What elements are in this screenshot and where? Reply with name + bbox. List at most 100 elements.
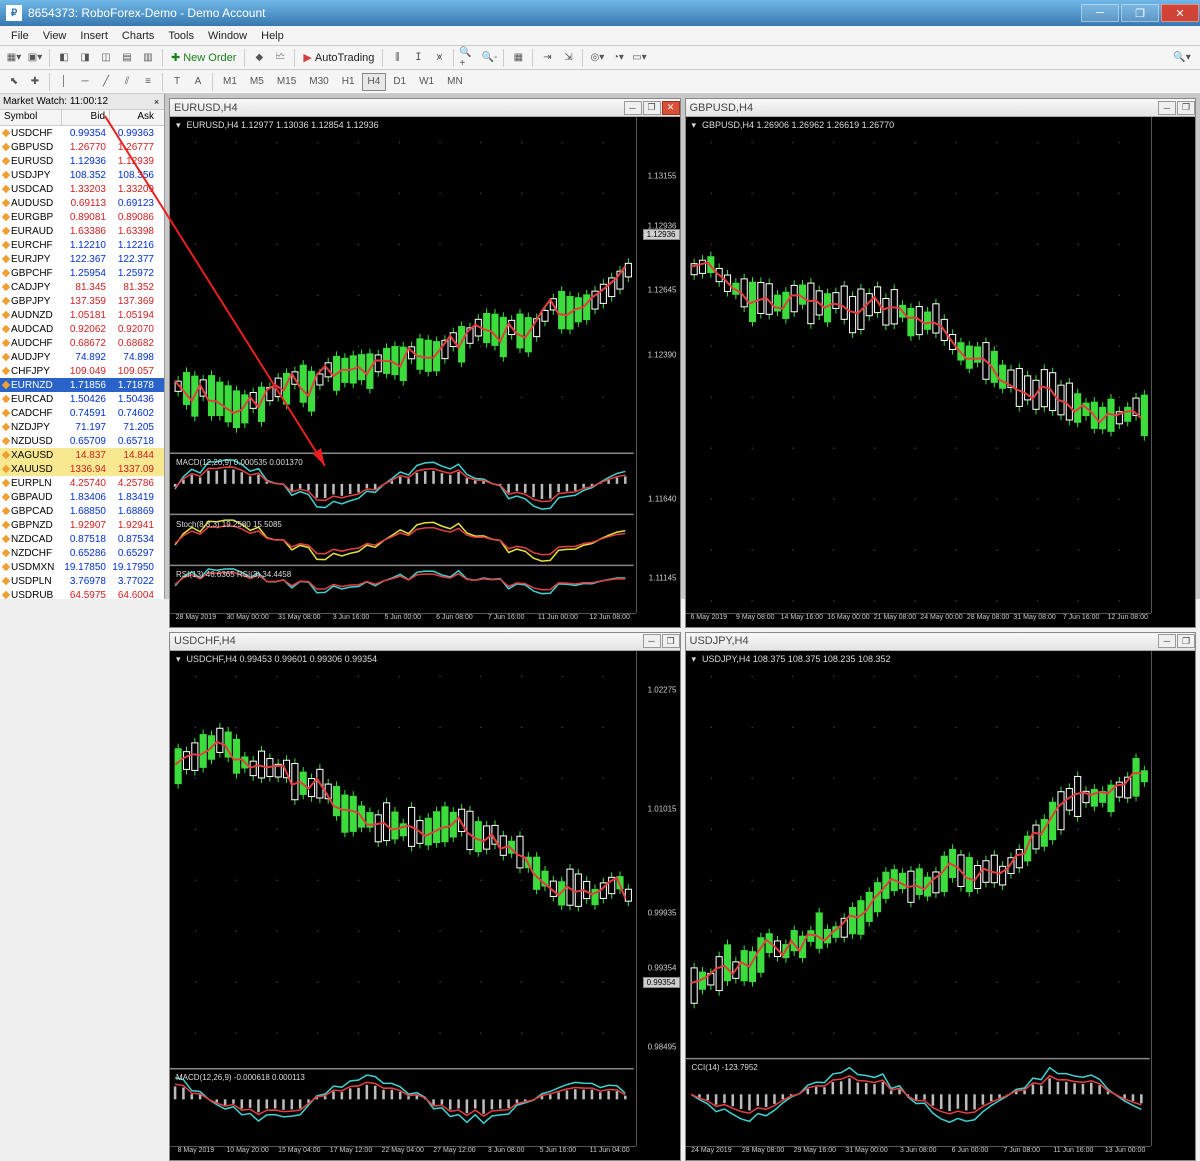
symbol-row-EURAUD[interactable]: EURAUD 1.63386 1.63398	[0, 224, 164, 238]
timeframe-H4[interactable]: H4	[362, 73, 387, 91]
symbol-row-GBPJPY[interactable]: GBPJPY 137.359 137.369	[0, 294, 164, 308]
symbol-row-CADJPY[interactable]: CADJPY 81.345 81.352	[0, 280, 164, 294]
symbol-row-EURNZD[interactable]: EURNZD 1.71856 1.71878	[0, 378, 164, 392]
meta-icon[interactable]: ◆	[249, 48, 269, 68]
symbol-row-GBPCHF[interactable]: GBPCHF 1.25954 1.25972	[0, 266, 164, 280]
templates-icon[interactable]: ▭▾	[629, 48, 649, 68]
line-chart-icon[interactable]: ⩙	[429, 48, 449, 68]
symbol-row-NZDJPY[interactable]: NZDJPY 71.197 71.205	[0, 420, 164, 434]
symbol-row-XAGUSD[interactable]: XAGUSD 14.837 14.844	[0, 448, 164, 462]
menu-file[interactable]: File	[4, 30, 36, 42]
chart-maximize-icon[interactable]: ❐	[643, 101, 661, 115]
symbol-row-AUDCAD[interactable]: AUDCAD 0.92062 0.92070	[0, 322, 164, 336]
symbol-row-USDRUB[interactable]: USDRUB 64.5975 64.6004	[0, 588, 164, 599]
symbol-row-GBPUSD[interactable]: GBPUSD 1.26770 1.26777	[0, 140, 164, 154]
chart-titlebar[interactable]: USDCHF,H4 ─ ❐	[170, 633, 680, 651]
fib-icon[interactable]: ≡	[138, 72, 158, 92]
menu-charts[interactable]: Charts	[115, 30, 161, 42]
navigator-icon[interactable]: ◫	[96, 48, 116, 68]
tile-windows-icon[interactable]: ▦	[508, 48, 528, 68]
timeframe-H1[interactable]: H1	[336, 73, 361, 91]
new-chart-icon[interactable]: ▦▾	[4, 48, 24, 68]
symbol-row-CADCHF[interactable]: CADCHF 0.74591 0.74602	[0, 406, 164, 420]
timeframe-D1[interactable]: D1	[387, 73, 412, 91]
col-bid[interactable]: Bid	[62, 110, 110, 125]
chart-minimize-icon[interactable]: ─	[1158, 634, 1176, 648]
symbol-row-GBPCAD[interactable]: GBPCAD 1.68850 1.68869	[0, 504, 164, 518]
chart-maximize-icon[interactable]: ❐	[1177, 101, 1195, 115]
col-symbol[interactable]: Symbol	[0, 110, 62, 125]
symbol-row-USDCAD[interactable]: USDCAD 1.33203 1.33209	[0, 182, 164, 196]
market-watch-close-icon[interactable]: ×	[151, 96, 162, 107]
chart-maximize-icon[interactable]: ❐	[1177, 634, 1195, 648]
chart-minimize-icon[interactable]: ─	[624, 101, 642, 115]
auto-scroll-icon[interactable]: ⇲	[558, 48, 578, 68]
symbol-row-GBPAUD[interactable]: GBPAUD 1.83406 1.83419	[0, 490, 164, 504]
candle-chart-icon[interactable]: ⵊ	[408, 48, 428, 68]
cursor-icon[interactable]: ⬉	[4, 72, 24, 92]
minimize-button[interactable]: ─	[1081, 4, 1119, 22]
text-icon[interactable]: T	[167, 72, 187, 92]
crosshair-icon[interactable]: ✚	[25, 72, 45, 92]
profiles-icon[interactable]: ▣▾	[25, 48, 45, 68]
terminal-icon[interactable]: ▤	[117, 48, 137, 68]
timeframe-M1[interactable]: M1	[217, 73, 243, 91]
symbol-row-AUDNZD[interactable]: AUDNZD 1.05181 1.05194	[0, 308, 164, 322]
chart-maximize-icon[interactable]: ❐	[662, 634, 680, 648]
symbol-row-EURPLN[interactable]: EURPLN 4.25740 4.25786	[0, 476, 164, 490]
chart-body[interactable]: ▾ EURUSD,H4 1.12977 1.13036 1.12854 1.12…	[170, 117, 680, 627]
vline-icon[interactable]: │	[54, 72, 74, 92]
symbol-row-USDMXN[interactable]: USDMXN 19.17850 19.17950	[0, 560, 164, 574]
symbol-row-NZDCAD[interactable]: NZDCAD 0.87518 0.87534	[0, 532, 164, 546]
timeframe-MN[interactable]: MN	[441, 73, 469, 91]
text-label-icon[interactable]: A	[188, 72, 208, 92]
menu-view[interactable]: View	[36, 30, 74, 42]
auto-trading-button[interactable]: ▶AutoTrading	[299, 51, 378, 64]
symbol-row-EURUSD[interactable]: EURUSD 1.12936 1.12939	[0, 154, 164, 168]
symbol-row-XAUUSD[interactable]: XAUUSD 1336.94 1337.09	[0, 462, 164, 476]
col-ask[interactable]: Ask	[110, 110, 158, 125]
close-button[interactable]: ✕	[1161, 4, 1199, 22]
symbol-row-CHFJPY[interactable]: CHFJPY 109.049 109.057	[0, 364, 164, 378]
chart-update-icon[interactable]: 🗠	[270, 48, 290, 68]
symbol-row-EURCAD[interactable]: EURCAD 1.50426 1.50436	[0, 392, 164, 406]
symbol-row-EURJPY[interactable]: EURJPY 122.367 122.377	[0, 252, 164, 266]
chart-body[interactable]: ▾ USDCHF,H4 0.99453 0.99601 0.99306 0.99…	[170, 651, 680, 1161]
bar-chart-icon[interactable]: ⫼	[387, 48, 407, 68]
symbol-row-AUDUSD[interactable]: AUDUSD 0.69113 0.69123	[0, 196, 164, 210]
menu-tools[interactable]: Tools	[161, 30, 201, 42]
trendline-icon[interactable]: ╱	[96, 72, 116, 92]
shift-end-icon[interactable]: ⇥	[537, 48, 557, 68]
symbol-row-USDJPY[interactable]: USDJPY 108.352 108.356	[0, 168, 164, 182]
periodicity-icon[interactable]: ◔▾	[608, 48, 628, 68]
chart-minimize-icon[interactable]: ─	[1158, 101, 1176, 115]
chart-titlebar[interactable]: USDJPY,H4 ─ ❐	[686, 633, 1196, 651]
chart-body[interactable]: ▾ GBPUSD,H4 1.26906 1.26962 1.26619 1.26…	[686, 117, 1196, 627]
chart-titlebar[interactable]: EURUSD,H4 ─ ❐ ✕	[170, 99, 680, 117]
chart-body[interactable]: ▾ USDJPY,H4 108.375 108.375 108.235 108.…	[686, 651, 1196, 1161]
zoom-out-icon[interactable]: 🔍-	[479, 48, 499, 68]
indicators-icon[interactable]: ◎▾	[587, 48, 607, 68]
symbol-row-USDPLN[interactable]: USDPLN 3.76978 3.77022	[0, 574, 164, 588]
timeframe-M5[interactable]: M5	[244, 73, 270, 91]
timeframe-W1[interactable]: W1	[413, 73, 440, 91]
menu-insert[interactable]: Insert	[73, 30, 115, 42]
maximize-button[interactable]: ❐	[1121, 4, 1159, 22]
hline-icon[interactable]: ─	[75, 72, 95, 92]
new-order-button[interactable]: ✚New Order	[167, 51, 240, 64]
symbol-row-EURCHF[interactable]: EURCHF 1.12210 1.12216	[0, 238, 164, 252]
symbol-row-USDCHF[interactable]: USDCHF 0.99354 0.99363	[0, 126, 164, 140]
data-window-icon[interactable]: ◨	[75, 48, 95, 68]
timeframe-M15[interactable]: M15	[271, 73, 302, 91]
symbol-row-EURGBP[interactable]: EURGBP 0.89081 0.89086	[0, 210, 164, 224]
chart-titlebar[interactable]: GBPUSD,H4 ─ ❐	[686, 99, 1196, 117]
search-icon[interactable]: 🔍▾	[1172, 48, 1192, 68]
strategy-tester-icon[interactable]: ▥	[138, 48, 158, 68]
symbol-row-AUDCHF[interactable]: AUDCHF 0.68672 0.68682	[0, 336, 164, 350]
chart-minimize-icon[interactable]: ─	[643, 634, 661, 648]
symbol-row-AUDJPY[interactable]: AUDJPY 74.892 74.898	[0, 350, 164, 364]
menu-window[interactable]: Window	[201, 30, 254, 42]
zoom-in-icon[interactable]: 🔍+	[458, 48, 478, 68]
channel-icon[interactable]: ⫽	[117, 72, 137, 92]
symbol-row-NZDUSD[interactable]: NZDUSD 0.65709 0.65718	[0, 434, 164, 448]
